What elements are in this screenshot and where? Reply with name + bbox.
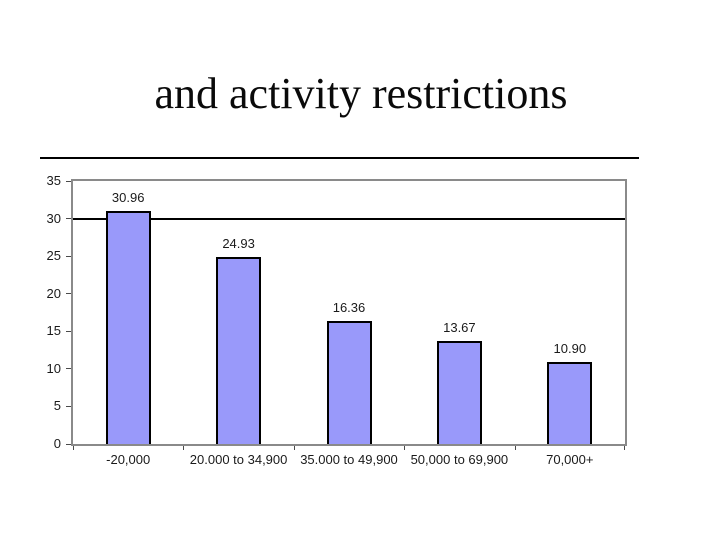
y-axis-tick (66, 180, 71, 182)
x-axis-label: -20,000 (106, 452, 151, 467)
y-axis-label: 10 (46, 360, 61, 376)
x-axis-boundary-tick (514, 446, 516, 450)
x-axis-boundary-tick (73, 446, 74, 450)
bar (105, 211, 151, 444)
y-axis-tick (66, 368, 71, 370)
y-axis-label: 15 (46, 323, 61, 339)
x-axis-boundary-tick (624, 446, 625, 450)
y-axis-label: 25 (46, 248, 61, 264)
bar-value-label: 30.96 (111, 190, 145, 206)
x-axis-label: 70,000+ (546, 452, 594, 467)
bar (326, 321, 372, 444)
x-axis-boundary-tick (183, 446, 185, 450)
y-axis-label: 35 (46, 173, 61, 188)
x-axis-label: 20.000 to 34,900 (189, 452, 288, 467)
y-axis-label: 20 (46, 285, 61, 301)
y-axis-tick (66, 293, 71, 295)
x-axis-boundary-tick (404, 446, 406, 450)
bar-value-label: 24.93 (222, 235, 255, 251)
y-axis-tick (66, 405, 71, 407)
y-axis-tick (66, 218, 71, 220)
bar (216, 256, 262, 444)
y-axis-tick (66, 443, 71, 445)
y-axis-tick (66, 255, 71, 257)
y-axis-tick (66, 330, 71, 332)
title-underline (40, 157, 639, 159)
x-axis-label: 50,000 to 69,900 (410, 452, 509, 467)
y-axis-label: 0 (53, 436, 61, 451)
slide-title: and activity restrictions (154, 69, 568, 118)
bar-value-label: 13.67 (443, 320, 476, 336)
bar-chart-plot-area: 0 5 10 15 20 25 30 35 30.96 -20,000 24.93 20.000 to… (47, 173, 627, 467)
bar (547, 362, 593, 444)
x-axis-boundary-tick (293, 446, 295, 450)
bar-value-label: 10.90 (553, 341, 587, 357)
y-axis-label: 30 (46, 210, 61, 226)
x-axis-label: 35.000 to 49,900 (300, 452, 398, 467)
y-axis-label: 5 (53, 398, 61, 414)
bar (436, 341, 482, 444)
gridline-30 (73, 217, 625, 220)
bar-value-label: 16.36 (332, 300, 366, 316)
